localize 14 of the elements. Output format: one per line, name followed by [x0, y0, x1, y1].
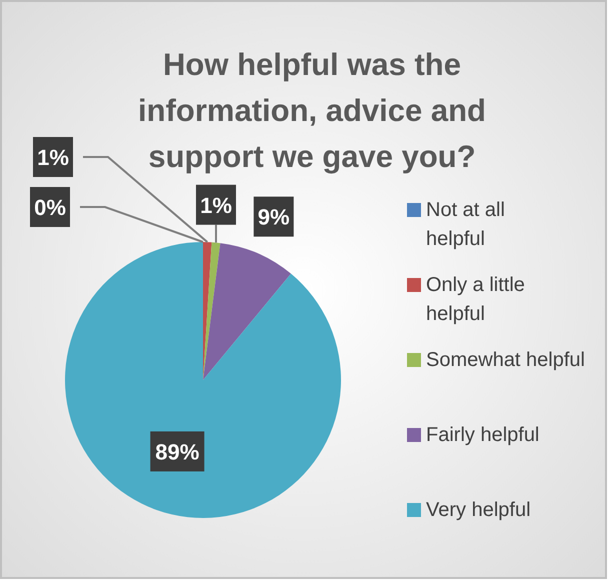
pie-slice — [203, 243, 291, 380]
text: 0% — [34, 195, 66, 220]
data-label: 89% — [155, 439, 200, 464]
data-label: 9% — [258, 204, 290, 230]
legend-label: Only a little helpful — [426, 274, 525, 325]
legend-label: Fairly helpful — [426, 424, 540, 446]
legend-label: Not at all helpful — [426, 199, 505, 250]
legend-label: Very helpful — [426, 499, 531, 521]
chart-title: How helpful was the information, advice and support we gave you? — [138, 47, 486, 174]
pie-slice — [203, 242, 220, 380]
pie-slice — [65, 242, 341, 518]
data-label: 1% — [37, 145, 69, 170]
legend-label: Somewhat helpful — [426, 349, 585, 371]
data-label: 1% — [200, 192, 232, 218]
